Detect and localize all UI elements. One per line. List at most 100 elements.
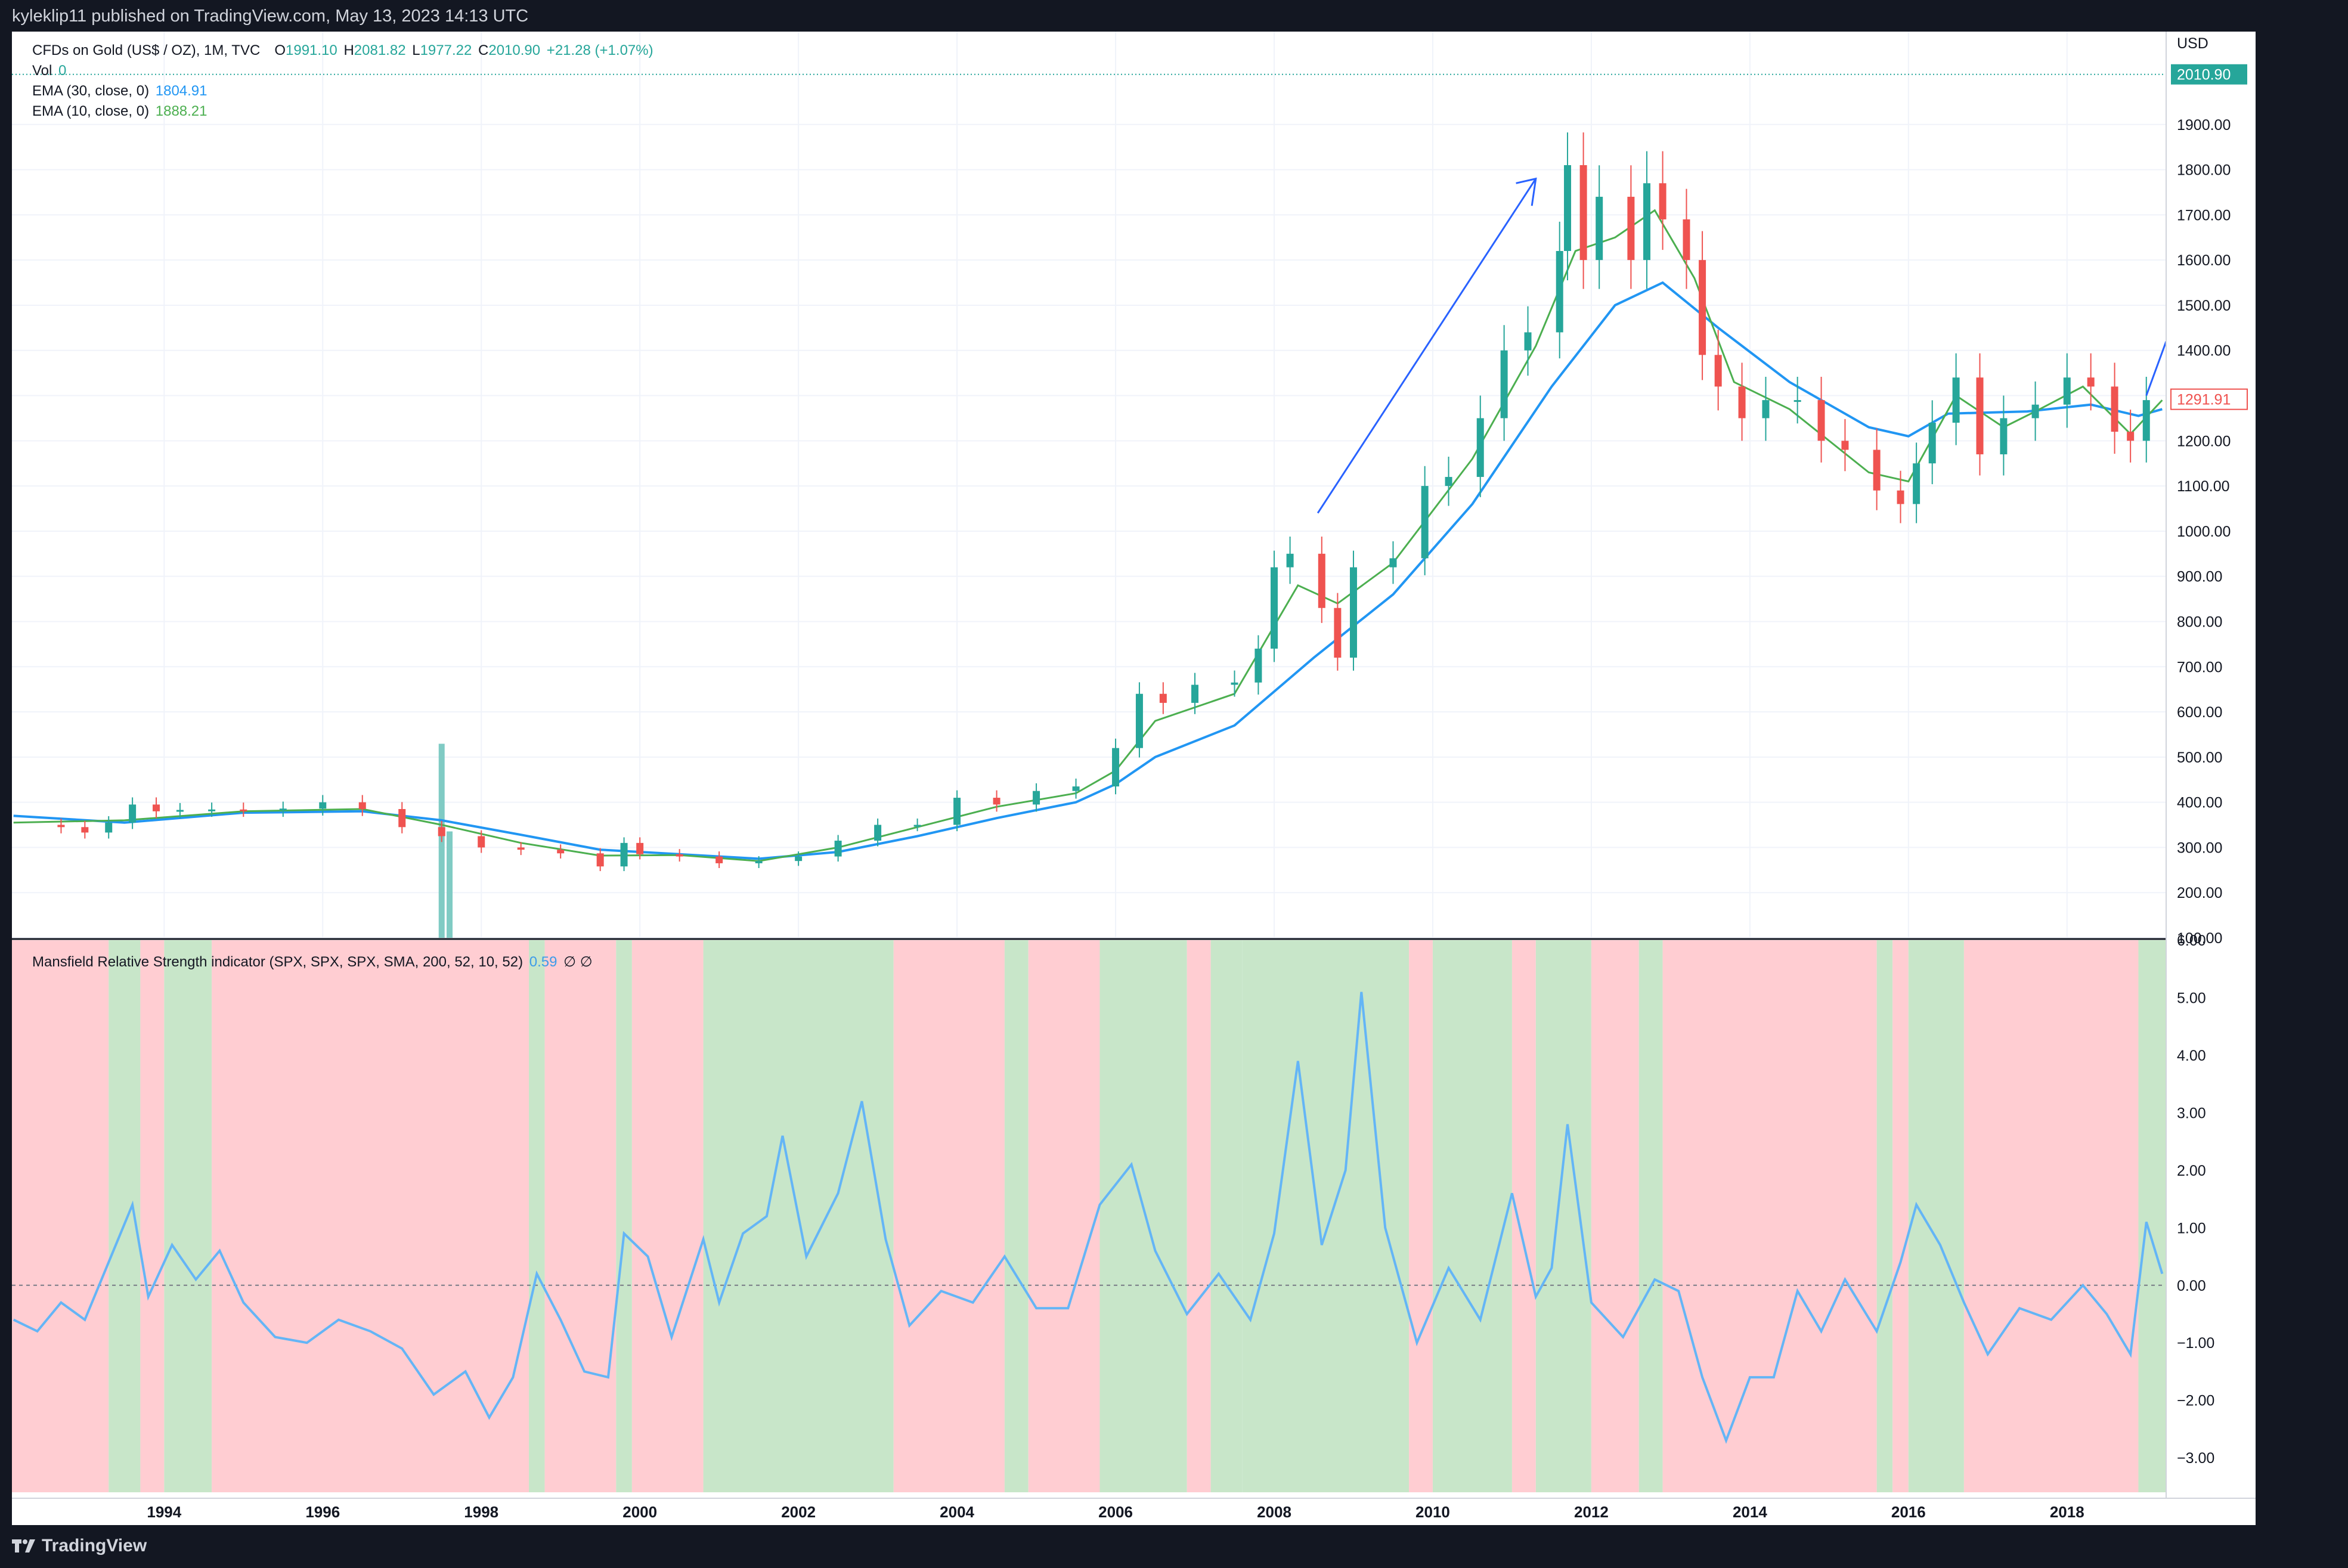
candle-body[interactable] xyxy=(1556,251,1563,333)
price-tick-label: 1800.00 xyxy=(2177,162,2231,179)
candle-body[interactable] xyxy=(715,856,723,863)
candle-body[interactable] xyxy=(1072,786,1080,791)
ema30-line[interactable] xyxy=(13,281,2163,860)
candle-body[interactable] xyxy=(1928,423,1936,464)
mrs-band-pos xyxy=(164,940,212,1492)
candle-body[interactable] xyxy=(834,841,842,857)
candle-body[interactable] xyxy=(620,842,628,867)
candle-body[interactable] xyxy=(1349,567,1357,658)
candle-body[interactable] xyxy=(1112,748,1120,787)
candle-body[interactable] xyxy=(1579,165,1587,261)
candle-body[interactable] xyxy=(2031,404,2039,419)
time-tick-label: 2006 xyxy=(1098,1503,1133,1521)
candle-body[interactable] xyxy=(57,825,65,828)
price-axis[interactable] xyxy=(2166,32,2256,1525)
candle-body[interactable] xyxy=(1191,684,1199,703)
time-tick-label: 2008 xyxy=(1257,1503,1291,1521)
candle-body[interactable] xyxy=(1159,693,1167,703)
candle-body[interactable] xyxy=(2127,432,2135,441)
price-tick-label: 400.00 xyxy=(2177,795,2222,811)
candle-body[interactable] xyxy=(1738,386,1746,419)
candle-body[interactable] xyxy=(1564,165,1572,251)
price-tick-label: 1000.00 xyxy=(2177,523,2231,540)
candle-body[interactable] xyxy=(1627,197,1635,261)
tradingview-logo-icon xyxy=(12,1539,35,1552)
candle-body[interactable] xyxy=(676,854,683,857)
mrs-legend[interactable]: Mansfield Relative Strength indicator (S… xyxy=(32,953,593,971)
candle-body[interactable] xyxy=(913,825,921,827)
candle-body[interactable] xyxy=(105,822,113,833)
candle-body[interactable] xyxy=(1254,648,1262,683)
candle-body[interactable] xyxy=(1897,490,1904,504)
mrs-line[interactable] xyxy=(13,991,2164,1444)
candle-body[interactable] xyxy=(795,856,803,862)
candle-body[interactable] xyxy=(1714,355,1722,387)
candle-body[interactable] xyxy=(1524,332,1532,351)
candle-body[interactable] xyxy=(1643,183,1650,261)
candle-body[interactable] xyxy=(1231,682,1238,685)
candle-body[interactable] xyxy=(1659,183,1666,219)
candle-body[interactable] xyxy=(1476,418,1484,477)
candle-body[interactable] xyxy=(208,809,216,811)
candle-body[interactable] xyxy=(1913,463,1920,504)
candle-body[interactable] xyxy=(1033,791,1040,805)
price-tick-label: 700.00 xyxy=(2177,659,2222,675)
candle-body[interactable] xyxy=(1817,400,1825,441)
candle-body[interactable] xyxy=(517,847,525,850)
candle-body[interactable] xyxy=(438,827,445,836)
candle-body[interactable] xyxy=(2111,386,2118,432)
candle-body[interactable] xyxy=(755,861,763,863)
candle-body[interactable] xyxy=(1500,350,1508,419)
candle-body[interactable] xyxy=(1389,558,1397,568)
candle-body[interactable] xyxy=(1135,693,1143,748)
chart-svg: USD 1900.00 1800.00 1700.00 1600.00 1500.00 14… xyxy=(12,32,2256,1525)
ema10-line[interactable] xyxy=(13,209,2163,862)
candle-body[interactable] xyxy=(279,808,287,811)
candle-body[interactable] xyxy=(129,804,137,823)
candle-body[interactable] xyxy=(953,798,961,825)
ema30-legend[interactable]: EMA (30, close, 0) 1804.91 xyxy=(32,83,207,100)
candle-body[interactable] xyxy=(1793,400,1801,402)
candle-body[interactable] xyxy=(2063,377,2071,405)
mrs-band-pos xyxy=(529,940,545,1492)
candle-body[interactable] xyxy=(358,802,366,809)
candle-body[interactable] xyxy=(1271,567,1278,649)
candle-body[interactable] xyxy=(1952,377,1960,423)
candle-body[interactable] xyxy=(1683,219,1690,261)
candle-body[interactable] xyxy=(1445,476,1452,486)
time-tick-label: 2014 xyxy=(1733,1503,1767,1521)
candle-body[interactable] xyxy=(1976,377,1984,455)
volume-legend[interactable]: Vol 0 xyxy=(32,63,66,79)
candle-body[interactable] xyxy=(874,825,882,841)
symbol-title[interactable]: CFDs on Gold (US$ / OZ), 1M, TVC xyxy=(32,42,261,58)
mrs-band-neg xyxy=(212,940,529,1492)
candle-body[interactable] xyxy=(398,809,406,828)
mrs-band-pos xyxy=(1242,940,1410,1492)
time-axis[interactable] xyxy=(12,1498,2256,1525)
candle-body[interactable] xyxy=(176,810,184,812)
candle-body[interactable] xyxy=(1421,486,1429,559)
candle-body[interactable] xyxy=(153,804,160,811)
candle-body[interactable] xyxy=(993,798,1000,805)
ema10-legend[interactable]: EMA (10, close, 0) 1888.21 xyxy=(32,103,207,120)
candle-body[interactable] xyxy=(2000,418,2008,455)
candle-body[interactable] xyxy=(596,853,604,867)
candle-body[interactable] xyxy=(1334,608,1342,658)
candle-body[interactable] xyxy=(1841,441,1849,450)
candle-body[interactable] xyxy=(1286,553,1294,568)
candle-body[interactable] xyxy=(636,842,644,854)
price-tick-label: 1100.00 xyxy=(2177,478,2230,495)
candle-body[interactable] xyxy=(478,836,485,848)
candle-body[interactable] xyxy=(2142,400,2150,441)
candle-body[interactable] xyxy=(240,809,247,811)
candle-body[interactable] xyxy=(557,850,565,854)
candle-body[interactable] xyxy=(1318,553,1325,608)
high-value: 2081.82 xyxy=(354,42,406,58)
candle-body[interactable] xyxy=(1873,450,1881,491)
candle-body[interactable] xyxy=(319,802,327,809)
candle-body[interactable] xyxy=(2087,377,2095,387)
candle-body[interactable] xyxy=(1596,197,1603,261)
candle-body[interactable] xyxy=(81,827,89,833)
candle-body[interactable] xyxy=(1699,260,1706,355)
candle-body[interactable] xyxy=(1762,400,1770,419)
